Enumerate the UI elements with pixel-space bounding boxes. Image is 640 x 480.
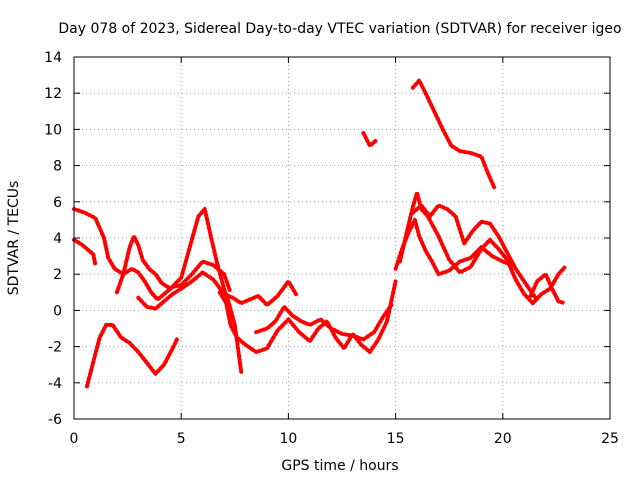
y-tick-label: 0 — [53, 303, 62, 319]
x-tick-label: 25 — [601, 431, 619, 447]
chart-title: Day 078 of 2023, Sidereal Day-to-day VTE… — [58, 21, 621, 37]
grid — [74, 57, 610, 419]
series-pass-e — [136, 270, 299, 311]
y-tick-label: -6 — [48, 412, 62, 428]
series-pass-l — [361, 131, 379, 148]
series-pass-d — [114, 207, 244, 374]
x-tick-label: 0 — [70, 431, 79, 447]
series-pass-m — [528, 272, 567, 306]
axes: 0 5 10 15 20 25 -6 -4 -2 0 2 4 6 8 10 12 14 — [44, 50, 619, 447]
plot-frame — [73, 56, 611, 420]
x-axis-label: GPS time / hours — [281, 458, 398, 474]
series-pass-i — [397, 190, 567, 306]
y-axis-label: SDTVAR / TECUs — [6, 181, 22, 296]
x-tick-label: 10 — [279, 431, 297, 447]
series-pass-h — [393, 217, 518, 277]
y-tick-label: 2 — [53, 267, 62, 283]
series-pass-g — [254, 303, 394, 342]
series-pass-j — [410, 203, 540, 302]
series-pass-a — [72, 207, 233, 302]
y-tick-label: 6 — [53, 195, 62, 211]
y-tick-label: -4 — [48, 376, 62, 392]
series-layer — [72, 78, 567, 389]
series-pass-c — [84, 322, 179, 389]
y-tick-label: 14 — [44, 50, 62, 66]
y-tick-label: -2 — [48, 340, 62, 356]
y-tick-label: 4 — [53, 231, 62, 247]
y-tick-label: 12 — [44, 86, 62, 102]
x-tick-label: 20 — [494, 431, 512, 447]
x-tick-label: 5 — [177, 431, 186, 447]
series-pass-k — [410, 78, 497, 190]
series-pass-f — [217, 279, 398, 354]
x-tick-label: 15 — [387, 431, 405, 447]
y-tick-label: 8 — [53, 159, 62, 175]
series-pass-b — [72, 237, 98, 268]
y-tick-label: 10 — [44, 122, 62, 138]
